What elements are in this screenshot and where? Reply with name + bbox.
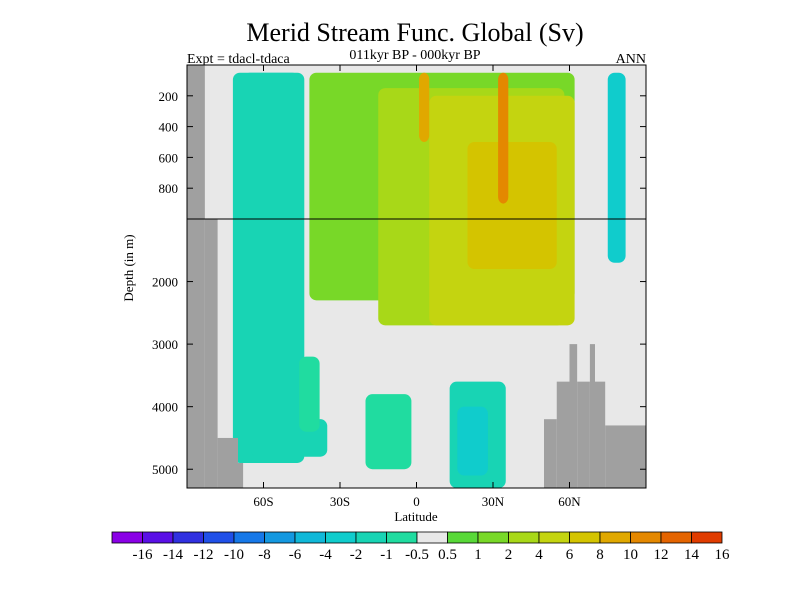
- colorbar-label: -12: [194, 547, 214, 563]
- colorbar-swatch: [386, 531, 418, 544]
- colorbar-label: 8: [596, 547, 604, 563]
- plot-area: [186, 64, 647, 489]
- colorbar: -16 -14 -12 -10 -8 -6 -4 -2 -1 -0.5 0.5 1 2 4 6 8 10 12 14…: [111, 531, 731, 563]
- land-mask-9: [595, 381, 606, 488]
- stream-region-southern-ocean-flank: [299, 356, 320, 432]
- colorbar-label: -1: [380, 547, 393, 563]
- colorbar-swatch: [569, 531, 601, 544]
- experiment-label: Expt = tdacl-tdaca: [187, 52, 291, 67]
- land-mask-0: [187, 65, 205, 488]
- chart-title: Merid Stream Func. Global (Sv): [246, 18, 583, 47]
- time-range-label: 011kyr BP - 000kyr BP: [349, 48, 480, 63]
- colorbar-label: 10: [623, 547, 638, 563]
- x-axis-label: Latitude: [394, 509, 438, 524]
- x-tick-label: 30N: [482, 494, 505, 509]
- colorbar-label: 0.5: [438, 547, 457, 563]
- colorbar-swatch: [142, 531, 174, 544]
- colorbar-swatch: [264, 531, 296, 544]
- colorbar-swatch: [447, 531, 479, 544]
- y-tick-label: 4000: [152, 400, 178, 415]
- colorbar-swatch: [599, 531, 631, 544]
- stream-region-nadw-max: [467, 142, 557, 270]
- stream-region-northern-edge-cell: [607, 72, 626, 263]
- colorbar-swatch: [172, 531, 204, 544]
- colorbar-label: -10: [224, 547, 244, 563]
- stream-region-abyssal-pocket: [365, 394, 412, 470]
- x-tick-label: 0: [413, 494, 420, 509]
- land-mask-7: [577, 381, 590, 488]
- colorbar-label: -6: [289, 547, 302, 563]
- land-mask-4: [544, 419, 557, 488]
- colorbar-swatch: [691, 531, 723, 544]
- colorbar-swatch: [630, 531, 662, 544]
- season-label: ANN: [616, 52, 646, 67]
- land-mask-6: [569, 344, 578, 488]
- stream-region-abyssal-cell-core: [457, 406, 488, 476]
- colorbar-swatch: [508, 531, 540, 544]
- y-tick-label: 200: [159, 89, 179, 104]
- colorbar-label: 12: [654, 547, 669, 563]
- stream-region-narrow-overturning-2: [498, 72, 509, 204]
- stream-region-southern-cell-edge: [232, 72, 305, 463]
- colorbar-swatch: [355, 531, 387, 544]
- land-mask-5: [556, 381, 570, 488]
- colorbar-swatch: [233, 531, 265, 544]
- colorbar-label: 4: [535, 547, 543, 563]
- colorbar-swatch: [416, 531, 448, 544]
- colorbar-label: 6: [566, 547, 574, 563]
- colorbar-label: 16: [715, 547, 731, 563]
- colorbar-swatch: [111, 531, 143, 544]
- y-tick-label: 800: [159, 181, 179, 196]
- y-tick-label: 5000: [152, 462, 178, 477]
- x-tick-label: 60S: [253, 494, 273, 509]
- y-tick-label: 400: [159, 120, 179, 135]
- y-tick-label: 2000: [152, 275, 178, 290]
- stream-region-narrow-overturning-1: [419, 72, 430, 142]
- colorbar-label: 14: [684, 547, 700, 563]
- land-mask-1: [204, 219, 218, 488]
- colorbar-label: -8: [258, 547, 271, 563]
- colorbar-swatch: [660, 531, 692, 544]
- colorbar-label: 2: [505, 547, 513, 563]
- colorbar-swatch: [538, 531, 570, 544]
- land-mask-8: [589, 344, 595, 488]
- land-mask-2: [217, 437, 238, 488]
- colorbar-label: -2: [350, 547, 363, 563]
- colorbar-label: -0.5: [405, 547, 429, 563]
- colorbar-swatch: [325, 531, 357, 544]
- x-axis: 60S 30S 0 30N 60N: [253, 65, 581, 509]
- y-tick-label: 3000: [152, 337, 178, 352]
- y-axis-label: Depth (in m): [121, 234, 136, 301]
- colorbar-swatch: [477, 531, 509, 544]
- colorbar-label: -14: [163, 547, 183, 563]
- x-tick-label: 30S: [330, 494, 350, 509]
- colorbar-label: -16: [133, 547, 153, 563]
- y-tick-label: 600: [159, 150, 179, 165]
- x-tick-label: 60N: [558, 494, 581, 509]
- colorbar-label: -4: [319, 547, 332, 563]
- land-mask-10: [605, 425, 646, 488]
- land-mask-3: [238, 462, 244, 488]
- colorbar-swatch: [203, 531, 235, 544]
- colorbar-swatch: [294, 531, 326, 544]
- y-axis: 200 400 600 800 2000 3000 4000 5000: [152, 89, 646, 477]
- colorbar-label: 1: [474, 547, 482, 563]
